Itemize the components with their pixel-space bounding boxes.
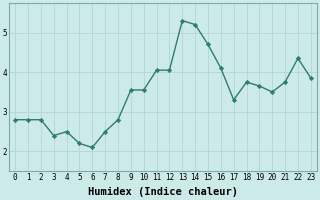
- X-axis label: Humidex (Indice chaleur): Humidex (Indice chaleur): [88, 187, 238, 197]
